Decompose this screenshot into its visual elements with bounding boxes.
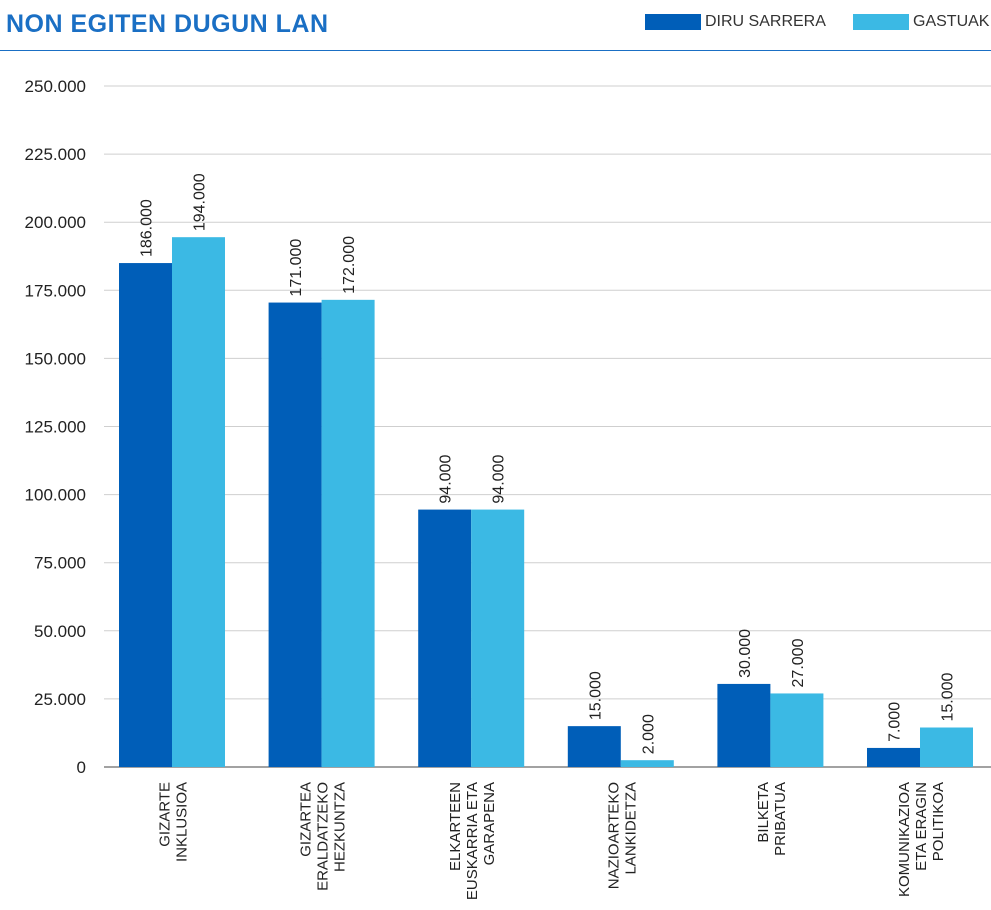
legend-item-income: DIRU SARRERA (645, 13, 826, 31)
y-tick-label: 0 (77, 758, 86, 777)
y-tick-label: 175.000 (25, 281, 86, 300)
data-label: 30.000 (737, 629, 754, 678)
x-tick-label: BILKETA (755, 782, 772, 843)
x-tick-label: EUSKARRIA ETA (464, 782, 481, 900)
bar-income (268, 302, 322, 767)
bar-expense (471, 509, 525, 767)
data-label: 172.000 (341, 236, 358, 294)
data-label: 15.000 (587, 671, 604, 720)
data-label: 186.000 (139, 199, 156, 257)
y-tick-label: 75.000 (34, 554, 86, 573)
data-label: 2.000 (640, 714, 657, 754)
x-tick-label: LANKIDETZA (622, 782, 639, 875)
x-tick-label: ETA ERAGIN (913, 782, 930, 871)
legend-item-expense: GASTUAK (853, 13, 989, 31)
legend-label-income: DIRU SARRERA (705, 13, 826, 30)
bar-income (867, 747, 920, 767)
y-tick-label: 250.000 (25, 77, 86, 96)
x-tick-label: ELKARTEEN (447, 782, 464, 871)
y-tick-label: 50.000 (34, 622, 86, 641)
data-label: 27.000 (790, 638, 807, 687)
data-label: 194.000 (192, 173, 209, 231)
bar-income (567, 726, 621, 767)
x-tick-label: PRIBATUA (772, 782, 789, 856)
y-tick-label: 200.000 (25, 213, 86, 232)
y-tick-label: 25.000 (34, 690, 86, 709)
x-tick-label: INKLUSIOA (174, 782, 191, 862)
title-divider (0, 50, 991, 51)
y-tick-label: 225.000 (25, 145, 86, 164)
x-tick-label: GIZARTEA (298, 782, 315, 857)
legend-swatch-expense (853, 14, 909, 30)
chart-title: NON EGITEN DUGUN LAN (6, 10, 329, 38)
x-tick-label: NAZIOARTEKO (605, 782, 622, 889)
y-tick-label: 100.000 (25, 486, 86, 505)
bar-expense (321, 299, 375, 767)
x-tick-label: POLITIKOA (930, 782, 947, 861)
x-tick-label: HEZKUNTZA (332, 782, 349, 872)
bar-expense (920, 727, 973, 767)
x-tick-label: GARAPENA (481, 782, 498, 865)
data-label: 7.000 (887, 702, 904, 742)
legend-swatch-income (645, 14, 701, 30)
data-label: 15.000 (940, 672, 957, 721)
x-tick-label: ERALDATZEKO (315, 782, 332, 891)
bar-income (119, 263, 172, 767)
bar-expense (770, 693, 824, 767)
data-label: 94.000 (491, 455, 508, 504)
bar-expense (620, 760, 674, 767)
x-tick-label: KOMUNIKAZIOA (896, 782, 913, 897)
data-label: 171.000 (288, 239, 305, 297)
y-tick-label: 150.000 (25, 349, 86, 368)
data-label: 94.000 (438, 455, 455, 504)
bar-income (418, 509, 472, 767)
bar-expense (172, 237, 225, 767)
y-tick-label: 125.000 (25, 418, 86, 437)
legend-label-expense: GASTUAK (913, 13, 990, 30)
bar-income (717, 683, 771, 767)
x-tick-label: GIZARTE (157, 782, 174, 847)
